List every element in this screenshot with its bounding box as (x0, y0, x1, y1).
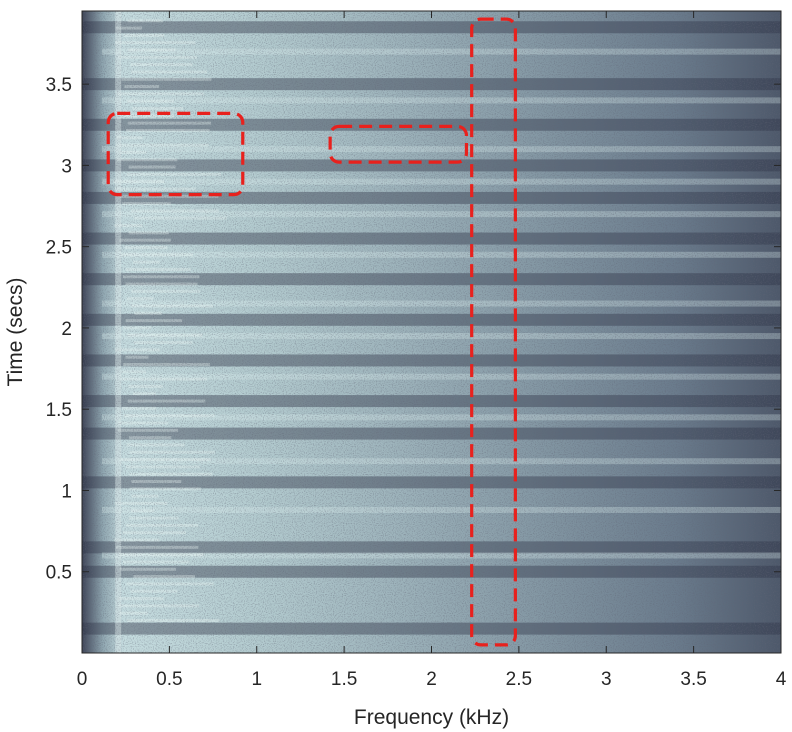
y-tick-label: 3.5 (46, 75, 72, 96)
x-tick-label: 2.5 (506, 669, 532, 690)
y-tick-label: 1 (61, 481, 72, 502)
x-tick-label: 2 (426, 669, 437, 690)
y-tick-label: 1.5 (46, 400, 72, 421)
spectrogram-image (82, 11, 781, 653)
x-tick-label: 1.5 (331, 669, 357, 690)
x-tick-label: 0 (77, 669, 88, 690)
x-axis-label: Frequency (kHz) (354, 706, 509, 729)
y-tick-label: 0.5 (46, 563, 72, 584)
highlight-box-1 (106, 111, 245, 197)
highlight-box-2 (328, 124, 469, 164)
spectrogram-grain (82, 11, 781, 653)
x-axis: 0 0.5 1 1.5 2 2.5 3 3.5 4 (77, 11, 787, 690)
y-tick-label: 2.5 (46, 238, 72, 259)
highlight-box-3 (470, 17, 517, 647)
x-tick-label: 3.5 (680, 669, 706, 690)
x-tick-label: 4 (776, 669, 787, 690)
y-tick-label: 2 (61, 319, 72, 340)
y-axis: 0.5 1 1.5 2 2.5 3 3.5 (46, 75, 781, 584)
x-tick-label: 1 (251, 669, 262, 690)
y-axis-label: Time (secs) (4, 278, 27, 387)
x-tick-label: 3 (601, 669, 612, 690)
x-tick-label: 0.5 (156, 669, 182, 690)
y-tick-label: 3 (61, 156, 72, 177)
highlight-boxes (106, 17, 517, 647)
